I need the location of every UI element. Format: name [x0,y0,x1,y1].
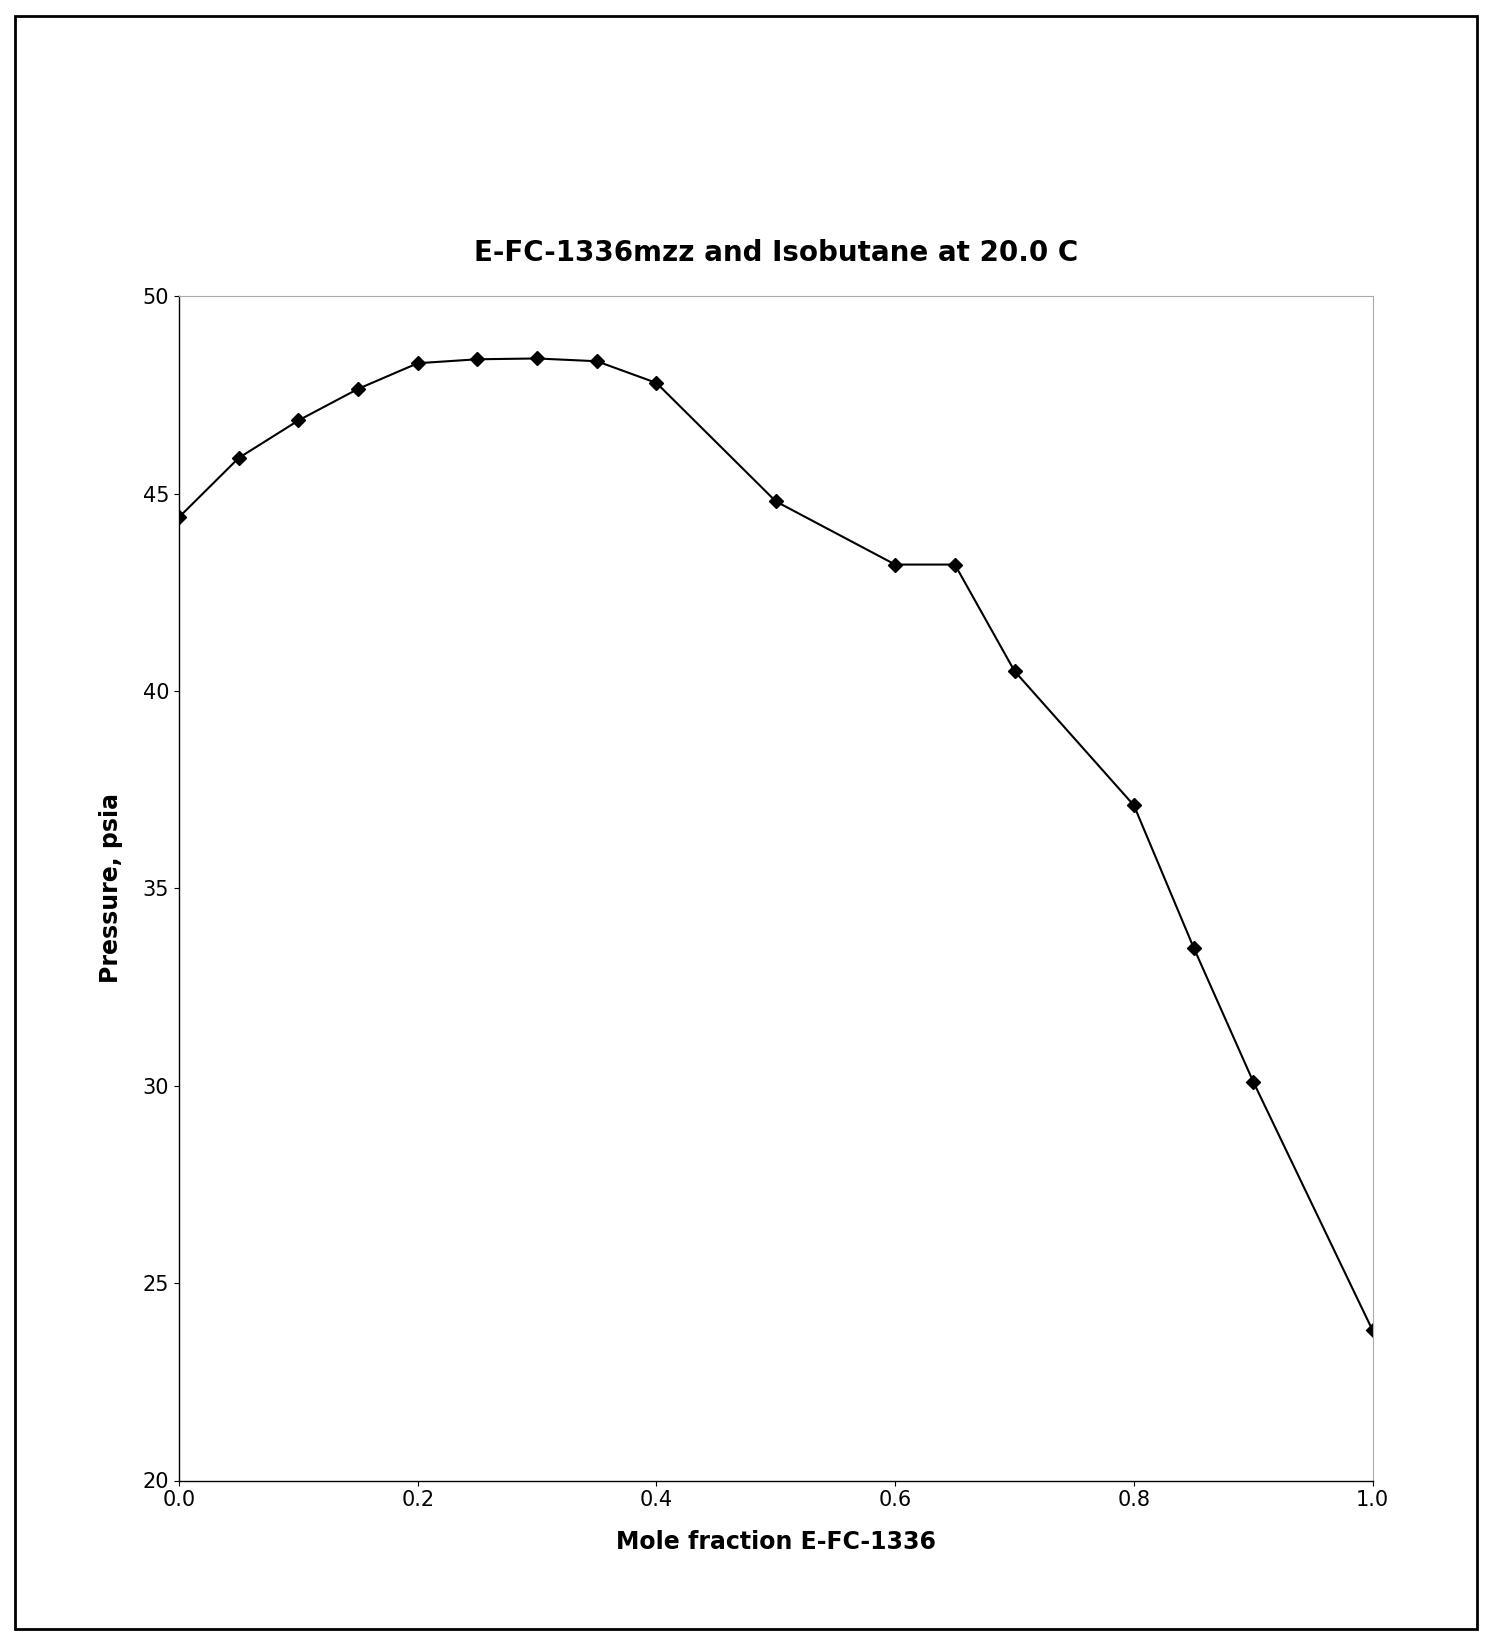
Title: E-FC-1336mzz and Isobutane at 20.0 C: E-FC-1336mzz and Isobutane at 20.0 C [474,240,1077,268]
Y-axis label: Pressure, psia: Pressure, psia [100,793,124,984]
X-axis label: Mole fraction E-FC-1336: Mole fraction E-FC-1336 [616,1530,935,1553]
